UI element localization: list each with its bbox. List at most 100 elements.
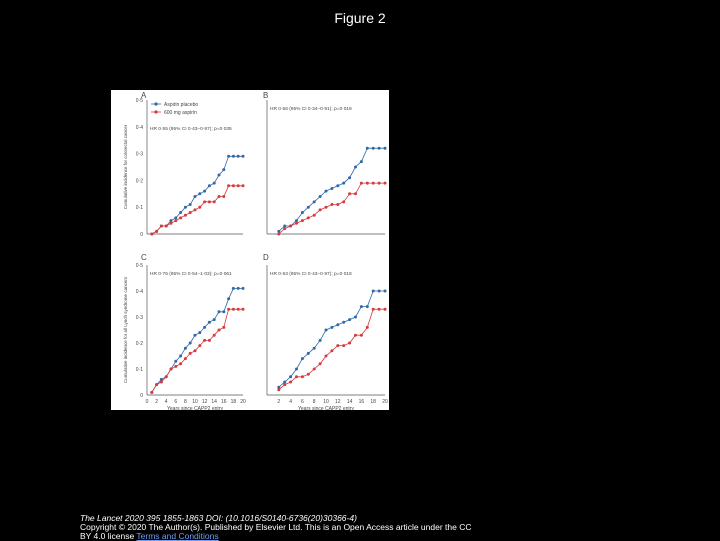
terms-and-conditions-link[interactable]: Terms and Conditions xyxy=(136,531,219,541)
x-tick-label: 6 xyxy=(174,399,177,405)
data-point-red xyxy=(183,213,187,217)
data-point-red xyxy=(188,211,192,215)
data-point-blue xyxy=(336,323,340,327)
x-tick-label: 8 xyxy=(313,399,316,405)
data-point-red xyxy=(377,307,381,311)
data-point-blue xyxy=(295,219,298,223)
data-point-red xyxy=(174,219,178,223)
data-point-red xyxy=(222,194,226,198)
data-point-blue xyxy=(318,194,322,198)
data-point-red xyxy=(231,184,235,188)
data-point-red xyxy=(217,194,221,198)
data-point-red xyxy=(371,307,375,311)
x-tick-label: 14 xyxy=(347,399,353,405)
y-tick-label: 0·5 xyxy=(136,263,143,269)
data-point-blue xyxy=(383,289,387,293)
hazard-ratio-annotation: HR 0·76 (95% CI 0·54–1·03); p=0·061 xyxy=(150,271,232,277)
legend-swatch-marker xyxy=(154,102,158,106)
data-point-blue xyxy=(188,203,192,207)
data-point-red xyxy=(365,181,369,185)
x-tick-label: 14 xyxy=(211,399,217,405)
data-point-red xyxy=(164,375,168,379)
data-point-blue xyxy=(318,338,322,342)
data-point-red xyxy=(164,224,168,228)
x-tick-label: 2 xyxy=(277,399,280,405)
data-point-red xyxy=(198,205,202,209)
y-axis-label: Cumulative incidence for colorectal canc… xyxy=(123,124,128,209)
y-axis-label: Cumulative incidence for all Lynch syndr… xyxy=(123,276,128,383)
y-tick-label: 0·4 xyxy=(136,289,143,295)
data-point-blue xyxy=(289,375,293,379)
y-tick-label: 0·1 xyxy=(136,367,143,373)
data-point-blue xyxy=(295,367,298,371)
panel-label-A: A xyxy=(141,91,147,100)
series-line-blue xyxy=(278,290,385,388)
data-point-blue xyxy=(183,346,187,350)
data-point-red xyxy=(295,221,298,225)
data-point-blue xyxy=(183,205,187,209)
data-point-blue xyxy=(212,318,216,322)
data-point-blue xyxy=(203,189,207,193)
data-point-blue xyxy=(222,310,226,314)
data-point-red xyxy=(289,224,293,228)
data-point-blue xyxy=(231,286,235,290)
data-point-blue xyxy=(277,229,281,233)
data-point-red xyxy=(306,372,310,376)
data-point-red xyxy=(217,328,221,332)
data-point-red xyxy=(342,344,346,348)
series-line-blue xyxy=(151,155,243,235)
data-point-blue xyxy=(227,297,231,301)
x-tick-label: 12 xyxy=(335,399,341,405)
data-point-red xyxy=(179,362,183,366)
data-point-blue xyxy=(188,341,192,345)
x-tick-label: 16 xyxy=(359,399,365,405)
data-point-red xyxy=(155,383,159,387)
data-point-red xyxy=(324,205,328,209)
x-tick-label: 4 xyxy=(289,399,292,405)
legend-swatch-marker xyxy=(154,110,158,114)
x-tick-label: 10 xyxy=(323,399,329,405)
data-point-red xyxy=(198,344,202,348)
data-point-blue xyxy=(169,219,173,223)
y-tick-label: 0·4 xyxy=(136,125,143,131)
data-point-blue xyxy=(179,211,183,215)
data-point-red xyxy=(169,367,173,371)
series-line-red xyxy=(151,308,243,393)
data-point-blue xyxy=(330,186,334,190)
data-point-blue xyxy=(198,331,202,335)
data-point-red xyxy=(236,184,240,188)
data-point-red xyxy=(212,200,216,204)
data-point-red xyxy=(236,307,240,311)
data-point-blue xyxy=(241,286,245,290)
data-point-blue xyxy=(365,146,369,150)
data-point-red xyxy=(306,216,310,220)
data-point-blue xyxy=(324,328,328,332)
data-point-blue xyxy=(212,181,216,185)
data-point-red xyxy=(174,364,178,368)
data-point-red xyxy=(150,390,154,394)
data-point-blue xyxy=(354,165,357,169)
data-point-blue xyxy=(348,176,352,180)
data-point-blue xyxy=(306,351,310,355)
data-point-red xyxy=(159,224,163,228)
data-point-red xyxy=(169,221,173,225)
panel-label-D: D xyxy=(263,253,269,262)
y-tick-label: 0·5 xyxy=(136,98,143,104)
data-point-blue xyxy=(365,305,369,309)
data-point-blue xyxy=(312,346,316,350)
hazard-ratio-annotation: HR 0·63 (95% CI 0·43–0·97); p=0·018 xyxy=(270,271,352,277)
data-point-red xyxy=(227,307,231,311)
data-point-red xyxy=(354,192,357,196)
data-point-blue xyxy=(159,377,163,381)
data-point-blue xyxy=(306,205,310,209)
data-point-blue xyxy=(359,305,363,309)
data-point-blue xyxy=(300,357,304,361)
data-point-red xyxy=(159,380,163,384)
data-point-red xyxy=(377,181,381,185)
data-point-red xyxy=(207,200,211,204)
data-point-blue xyxy=(227,154,231,158)
data-point-red xyxy=(354,333,357,337)
data-point-red xyxy=(365,325,369,329)
y-tick-label: 0·1 xyxy=(136,205,143,211)
panel-label-C: C xyxy=(141,253,147,262)
